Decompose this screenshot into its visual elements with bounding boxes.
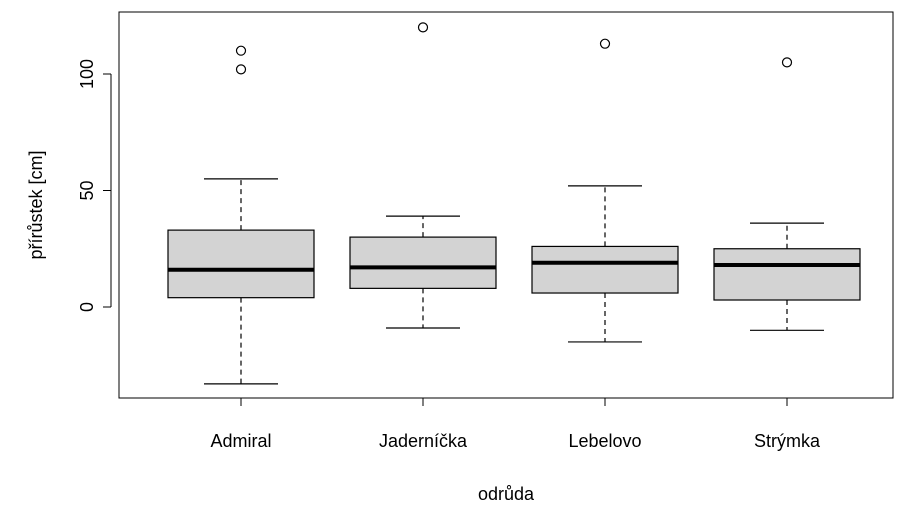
box-group: [349, 22, 497, 329]
y-axis: 0 50 100: [77, 59, 112, 312]
x-axis-label: odrůda: [478, 484, 535, 504]
x-tick-label: Lebelovo: [568, 431, 641, 451]
box: [713, 248, 861, 301]
outlier-point: [417, 22, 429, 33]
box-group: [713, 57, 861, 331]
plot-frame: [118, 11, 894, 399]
x-tick-label: Admiral: [210, 431, 271, 451]
box-group: [167, 45, 315, 385]
y-tick-label: 0: [77, 302, 97, 312]
box: [349, 236, 497, 289]
x-tick-label: Strýmka: [754, 431, 821, 451]
outlier-point: [599, 38, 611, 49]
outlier-point: [235, 45, 247, 56]
box: [167, 229, 315, 299]
x-axis: Admiral Jaderníčka Lebelovo Strýmka: [210, 398, 821, 451]
x-tick-label: Jaderníčka: [379, 431, 468, 451]
outlier-point: [235, 64, 247, 75]
y-tick-label: 100: [77, 59, 97, 89]
box-group: [531, 38, 679, 343]
y-axis-label: přírůstek [cm]: [26, 150, 46, 259]
box: [531, 245, 679, 294]
outlier-point: [781, 57, 793, 68]
y-tick-label: 50: [77, 180, 97, 200]
boxes-layer: [167, 22, 861, 385]
